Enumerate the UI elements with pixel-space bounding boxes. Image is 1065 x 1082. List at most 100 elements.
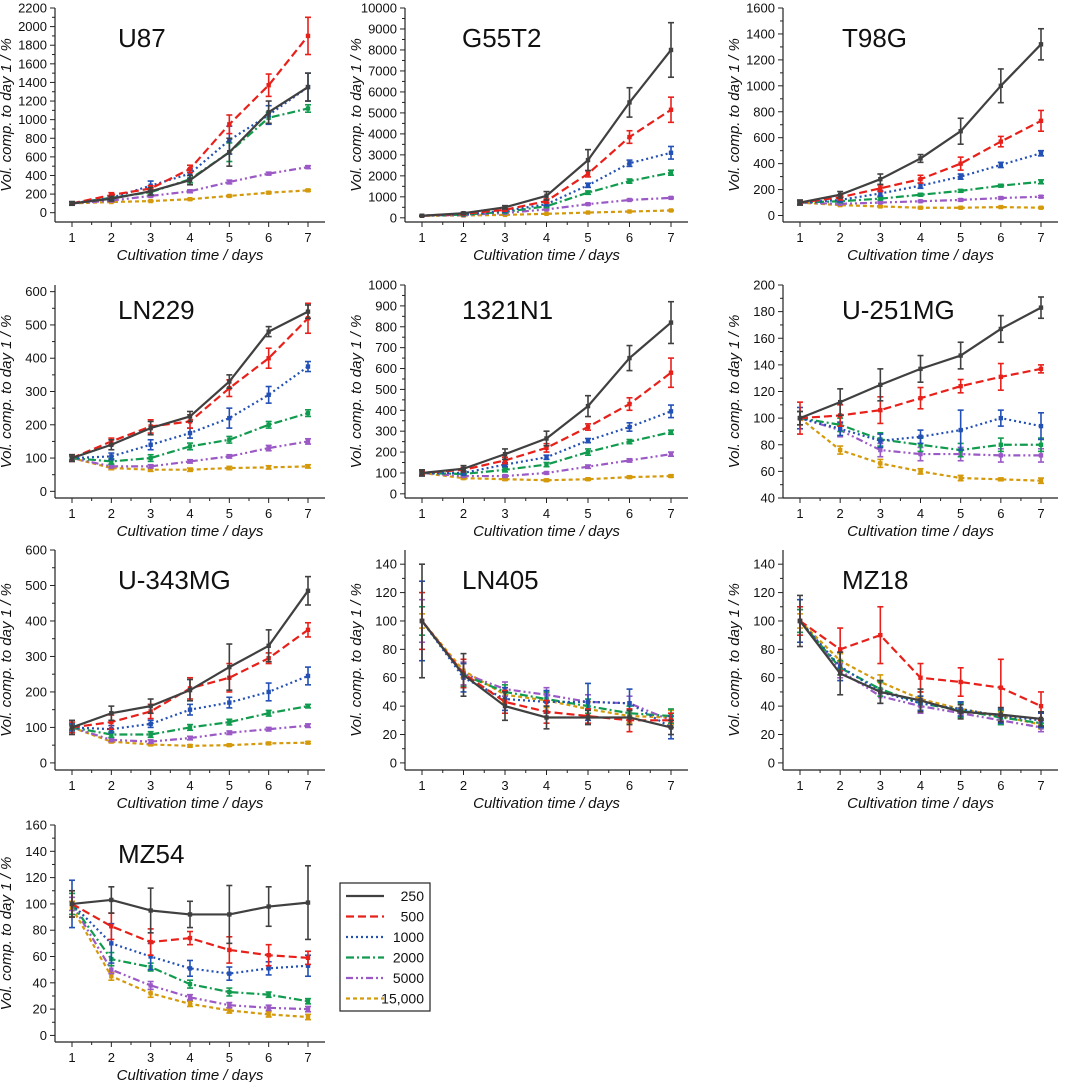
data-point	[585, 699, 591, 705]
y-tick-label: 0	[390, 210, 397, 225]
data-point	[1038, 118, 1044, 124]
x-tick-label: 5	[226, 1050, 233, 1065]
data-point	[69, 725, 75, 730]
y-tick-label: 500	[375, 382, 397, 397]
data-point	[305, 703, 311, 709]
data-point	[109, 737, 114, 743]
data-point	[266, 171, 271, 176]
data-point	[109, 192, 114, 198]
legend-label: 2000	[393, 950, 424, 966]
data-point	[109, 941, 114, 946]
data-point	[266, 392, 271, 398]
data-point	[668, 170, 674, 175]
data-point	[837, 192, 843, 197]
data-point	[544, 211, 549, 217]
x-axis-title: Cultivation time / days	[847, 795, 994, 812]
x-tick-label: 7	[667, 506, 674, 521]
y-tick-label: 0	[390, 755, 397, 770]
data-point	[187, 743, 193, 749]
y-tick-label: 200	[25, 187, 47, 202]
data-point	[585, 210, 591, 215]
data-point	[878, 689, 883, 695]
y-tick-label: 80	[383, 642, 397, 657]
x-tick-label: 4	[543, 230, 550, 245]
data-point	[227, 989, 232, 995]
x-tick-label: 3	[147, 778, 154, 793]
y-tick-label: 200	[753, 182, 775, 197]
x-tick-label: 4	[543, 778, 550, 793]
data-point	[878, 461, 883, 466]
data-point	[918, 434, 923, 439]
legend-label: 500	[401, 909, 425, 925]
y-tick-label: 1000	[746, 78, 775, 93]
y-tick-label: 100	[753, 411, 775, 426]
data-point	[461, 672, 466, 678]
data-point	[305, 588, 311, 594]
data-point	[187, 725, 193, 730]
data-point	[419, 618, 425, 624]
x-tick-label: 7	[667, 230, 674, 245]
panel-title: LN229	[118, 295, 195, 325]
data-point	[918, 469, 923, 474]
data-point	[627, 701, 632, 706]
data-point	[266, 465, 271, 470]
data-point	[918, 451, 923, 457]
y-tick-label: 40	[761, 491, 775, 506]
x-tick-label: 3	[501, 506, 508, 521]
data-point	[998, 83, 1004, 89]
data-point	[266, 741, 271, 746]
data-point	[502, 477, 508, 482]
x-tick-label: 4	[186, 1050, 193, 1065]
x-tick-label: 1	[418, 778, 425, 793]
data-point	[585, 438, 591, 443]
y-tick-label: 600	[25, 149, 47, 164]
data-point	[109, 974, 114, 979]
y-tick-label: 60	[383, 670, 397, 685]
y-tick-label: 0	[40, 1028, 47, 1043]
data-point	[305, 33, 311, 39]
y-axis-title: Vol. comp. to day 1 / %	[726, 38, 743, 192]
data-point	[148, 703, 153, 709]
y-axis-title: Vol. comp. to day 1 / %	[726, 315, 743, 469]
x-tick-label: 6	[265, 1050, 272, 1065]
x-tick-label: 6	[626, 506, 633, 521]
x-tick-label: 7	[304, 506, 311, 521]
x-tick-label: 1	[418, 506, 425, 521]
series-1000	[69, 879, 311, 981]
data-point	[878, 382, 883, 388]
series-5000	[69, 896, 311, 1013]
data-point	[227, 465, 232, 471]
data-point	[148, 198, 153, 204]
x-tick-label: 3	[147, 506, 154, 521]
data-point	[187, 935, 193, 941]
data-point	[878, 196, 883, 201]
data-point	[305, 106, 311, 111]
y-tick-label: 0	[40, 205, 47, 220]
data-point	[544, 201, 549, 207]
x-tick-label: 3	[877, 230, 884, 245]
y-tick-label: 100	[25, 896, 47, 911]
data-point	[148, 193, 153, 199]
x-tick-label: 7	[1037, 506, 1044, 521]
data-point	[1038, 478, 1044, 483]
data-point	[305, 188, 311, 193]
y-tick-label: 2200	[18, 1, 47, 16]
data-point	[69, 201, 75, 206]
data-point	[187, 995, 193, 1000]
series-15000	[69, 455, 311, 473]
data-point	[998, 712, 1004, 717]
data-point	[227, 415, 232, 421]
data-point	[148, 455, 153, 461]
x-tick-label: 2	[108, 230, 115, 245]
data-point	[797, 618, 803, 624]
y-tick-label: 600	[375, 361, 397, 376]
y-axis-title: Vol. comp. to day 1 / %	[0, 583, 15, 737]
x-tick-label: 4	[543, 506, 550, 521]
y-tick-label: 1800	[18, 38, 47, 53]
data-point	[585, 171, 591, 176]
data-point	[227, 150, 232, 155]
y-tick-label: 100	[375, 613, 397, 628]
data-point	[109, 924, 114, 929]
data-point	[958, 197, 963, 203]
data-point	[266, 992, 271, 997]
